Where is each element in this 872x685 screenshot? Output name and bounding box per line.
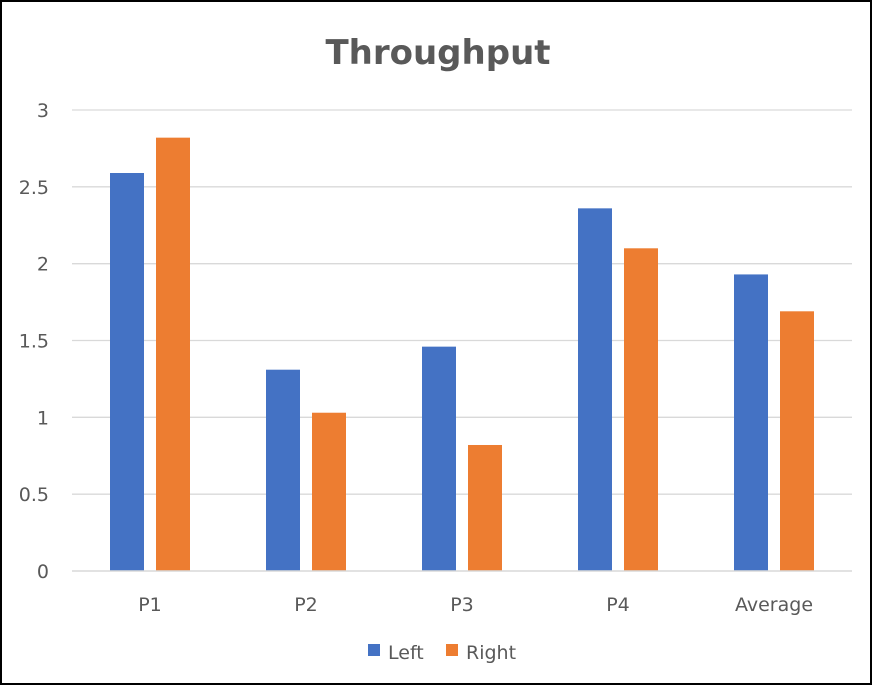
- bar-right-p4: [624, 248, 658, 572]
- bars: [110, 137, 814, 572]
- bar-right-p1: [156, 137, 190, 571]
- y-tick-label: 3: [37, 100, 49, 122]
- chart-title: Throughput: [325, 33, 550, 73]
- x-category-label: P3: [450, 594, 474, 616]
- x-axis-categories: P1 P2 P3 P4 Average: [138, 594, 813, 616]
- gridlines: [72, 109, 852, 495]
- x-category-label: P4: [606, 594, 630, 616]
- y-tick-label: 2.5: [19, 177, 49, 199]
- bar-left-p3: [422, 346, 456, 571]
- bar-left-p1: [110, 173, 144, 571]
- bar-left-p2: [266, 369, 300, 571]
- y-tick-label: 2: [37, 254, 49, 276]
- legend-label-left: Left: [388, 642, 424, 664]
- y-axis-ticks: 0 0.5 1 1.5 2 2.5 3: [19, 100, 49, 583]
- legend: Left Right: [368, 642, 516, 664]
- y-tick-label: 0: [37, 561, 49, 583]
- y-tick-label: 0.5: [19, 484, 49, 506]
- y-tick-label: 1: [37, 407, 49, 429]
- bar-right-p2: [312, 412, 346, 571]
- x-category-label: Average: [735, 594, 813, 616]
- legend-swatch-left: [368, 644, 380, 656]
- bar-right-p3: [468, 444, 502, 571]
- y-tick-label: 1.5: [19, 331, 49, 353]
- bar-left-average: [734, 274, 768, 571]
- legend-label-right: Right: [466, 642, 516, 664]
- x-category-label: P1: [138, 594, 162, 616]
- x-category-label: P2: [294, 594, 318, 616]
- bar-right-average: [780, 311, 814, 571]
- bar-left-p4: [578, 208, 612, 571]
- legend-swatch-right: [446, 644, 458, 656]
